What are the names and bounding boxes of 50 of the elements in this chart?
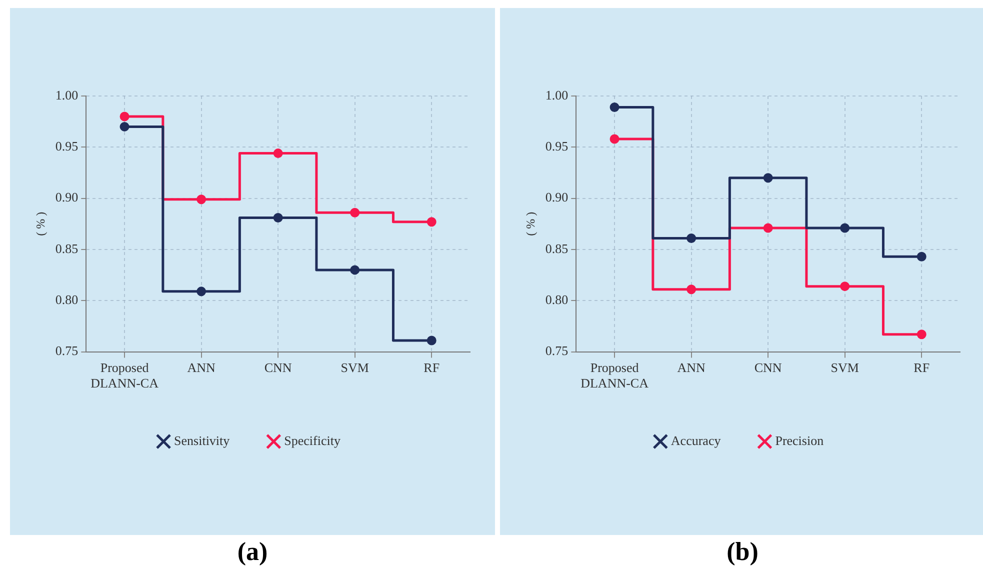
point bbox=[273, 148, 283, 158]
y-tick-label: 0.90 bbox=[545, 190, 568, 205]
point bbox=[120, 122, 130, 132]
y-tick-label: 0.80 bbox=[545, 292, 568, 308]
x-tick-label: ANN bbox=[187, 360, 216, 376]
legend-label: Specificity bbox=[284, 432, 341, 448]
text: (b) bbox=[726, 537, 760, 567]
point bbox=[426, 217, 436, 227]
y-axis-title: ( % ) bbox=[523, 212, 538, 236]
point bbox=[840, 223, 850, 233]
x-tick-label: SVM bbox=[340, 360, 370, 376]
point bbox=[610, 134, 620, 144]
point bbox=[273, 213, 283, 223]
y-tick-label: 0.85 bbox=[545, 240, 568, 256]
y-tick-label: 1.00 bbox=[55, 87, 78, 102]
point bbox=[840, 282, 850, 292]
point bbox=[916, 252, 926, 262]
x-tick-label: RF bbox=[914, 360, 930, 376]
y-tick-label: 0.85 bbox=[55, 240, 78, 256]
point bbox=[686, 233, 696, 243]
y-tick-label: 0.75 bbox=[545, 343, 568, 358]
x-tick-label: RF bbox=[424, 360, 440, 376]
legend-label: Precision bbox=[775, 432, 824, 448]
y-tick-label: 0.75 bbox=[55, 343, 78, 358]
legend-label: Sensitivity bbox=[174, 432, 230, 448]
point bbox=[120, 112, 130, 122]
point bbox=[763, 223, 773, 233]
point bbox=[350, 208, 360, 218]
point bbox=[196, 194, 206, 204]
point bbox=[916, 330, 926, 340]
y-tick-label: 0.80 bbox=[55, 292, 78, 308]
point bbox=[610, 102, 620, 112]
x-tick-label: CNN bbox=[754, 360, 782, 376]
x-tick-label: ANN bbox=[677, 360, 706, 376]
point bbox=[196, 286, 206, 296]
y-tick-label: 0.95 bbox=[545, 138, 568, 154]
y-tick-label: 0.90 bbox=[55, 190, 78, 205]
y-tick-label: 0.95 bbox=[55, 138, 78, 154]
y-axis-title: ( % ) bbox=[33, 212, 48, 236]
x-tick-label: Proposed DLANN-CA bbox=[580, 360, 650, 391]
point bbox=[686, 284, 696, 294]
x-tick-label: CNN bbox=[264, 360, 292, 376]
legend-label: Accuracy bbox=[670, 432, 722, 448]
x-tick-label: Proposed DLANN-CA bbox=[90, 360, 160, 391]
x-tick-label: SVM bbox=[830, 360, 860, 376]
point bbox=[350, 265, 360, 275]
y-tick-label: 1.00 bbox=[545, 87, 568, 102]
text: (a) bbox=[236, 537, 269, 567]
point bbox=[426, 336, 436, 346]
point bbox=[763, 173, 773, 183]
